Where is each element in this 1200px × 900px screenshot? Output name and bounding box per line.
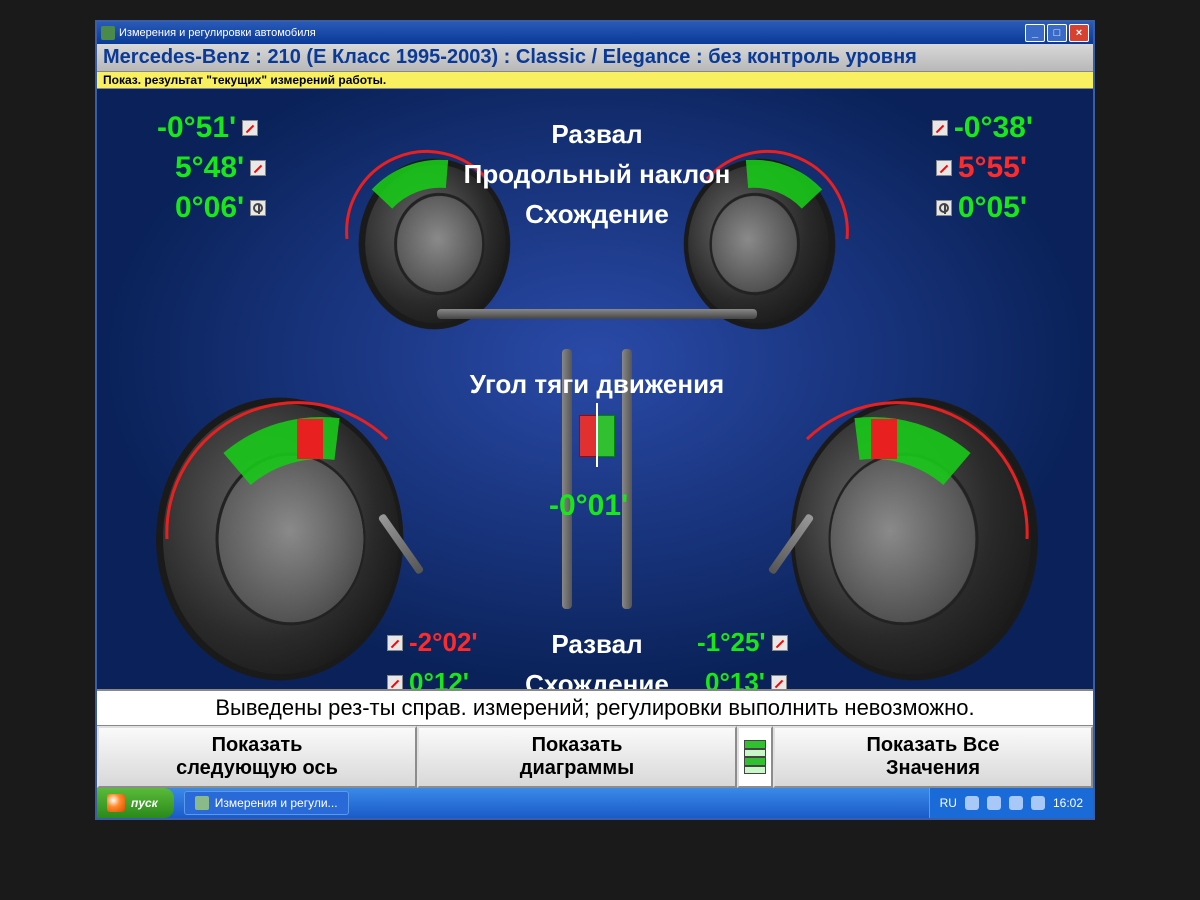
vehicle-header: Mercedes-Benz : 210 (E Класс 1995-2003) … bbox=[97, 44, 1093, 72]
system-tray: RU 16:02 bbox=[929, 788, 1093, 818]
taskbar: пуск Измерения и регули... RU 16:02 bbox=[97, 788, 1093, 818]
task-app-label: Измерения и регули... bbox=[215, 796, 338, 810]
windows-logo-icon bbox=[107, 794, 125, 812]
adjust-icon bbox=[772, 635, 788, 651]
adjust-icon bbox=[387, 635, 403, 651]
window-title: Измерения и регулировки автомобиля bbox=[119, 27, 316, 39]
show-next-axle-button[interactable]: Показать следующую ось bbox=[97, 726, 417, 788]
show-diagrams-button[interactable]: Показать диаграммы bbox=[417, 726, 737, 788]
label-camber-front: Развал bbox=[517, 119, 677, 150]
label-camber-rear: Развал bbox=[517, 629, 677, 660]
reading-fl-toe: 0°06' bbox=[175, 191, 266, 225]
label-thrust: Угол тяги движения bbox=[457, 369, 737, 400]
adjust-icon bbox=[936, 160, 952, 176]
start-label: пуск bbox=[131, 796, 158, 810]
reading-fl-caster: 5°48' bbox=[175, 151, 266, 185]
tray-icon[interactable] bbox=[1009, 796, 1023, 810]
reading-fl-camber: -0°51' bbox=[157, 111, 258, 145]
label-toe-rear: Схождение bbox=[497, 669, 697, 689]
close-button[interactable]: × bbox=[1069, 24, 1089, 42]
alignment-canvas: Развал Продольный наклон Схождение Угол … bbox=[97, 89, 1093, 689]
reading-fr-caster: 5°55' bbox=[936, 151, 1027, 185]
adjust-icon bbox=[250, 160, 266, 176]
show-all-values-button[interactable]: Показать Все Значения bbox=[773, 726, 1093, 788]
task-app-icon bbox=[195, 796, 209, 810]
status-strip: Показ. результат "текущих" измерений раб… bbox=[97, 72, 1093, 89]
adjust-icon bbox=[932, 120, 948, 136]
rear-left-wheel-graphic bbox=[156, 376, 403, 689]
thrust-gauge bbox=[575, 407, 619, 467]
reading-rl-camber: -2°02' bbox=[387, 627, 478, 658]
minimize-button[interactable]: _ bbox=[1025, 24, 1045, 42]
reading-rl-toe: 0°12' bbox=[387, 667, 469, 689]
app-window: Измерения и регулировки автомобиля _ □ ×… bbox=[95, 20, 1095, 820]
button-bar: Показать следующую ось Показать диаграмм… bbox=[97, 725, 1093, 788]
maximize-button[interactable]: □ bbox=[1047, 24, 1067, 42]
reading-thrust-value: -0°01' bbox=[549, 489, 628, 523]
tray-lang[interactable]: RU bbox=[940, 796, 957, 810]
adjust-icon bbox=[242, 120, 258, 136]
steering-icon bbox=[250, 200, 266, 216]
label-toe-front: Схождение bbox=[497, 199, 697, 230]
app-icon bbox=[101, 26, 115, 40]
start-button[interactable]: пуск bbox=[97, 788, 174, 818]
reading-fr-camber: -0°38' bbox=[932, 111, 1033, 145]
label-caster-front: Продольный наклон bbox=[457, 159, 737, 190]
bar-chart-icon bbox=[737, 726, 773, 788]
reading-fr-toe: 0°05' bbox=[936, 191, 1027, 225]
adjust-icon bbox=[387, 675, 403, 690]
tray-icon[interactable] bbox=[1031, 796, 1045, 810]
adjust-icon bbox=[771, 675, 787, 690]
front-axle-graphic bbox=[437, 309, 757, 319]
reading-rr-camber: -1°25' bbox=[697, 627, 788, 658]
tray-icon[interactable] bbox=[965, 796, 979, 810]
titlebar: Измерения и регулировки автомобиля _ □ × bbox=[97, 22, 1093, 44]
reading-thrust: -0°01' bbox=[549, 489, 628, 523]
steering-icon bbox=[936, 200, 952, 216]
tray-icon[interactable] bbox=[987, 796, 1001, 810]
message-bar: Выведены рез-ты справ. измерений; регули… bbox=[97, 689, 1093, 725]
taskbar-item-app[interactable]: Измерения и регули... bbox=[184, 791, 349, 815]
tray-clock[interactable]: 16:02 bbox=[1053, 796, 1083, 810]
rear-right-wheel-graphic bbox=[791, 376, 1038, 689]
reading-rr-toe: 0°13' bbox=[705, 667, 787, 689]
